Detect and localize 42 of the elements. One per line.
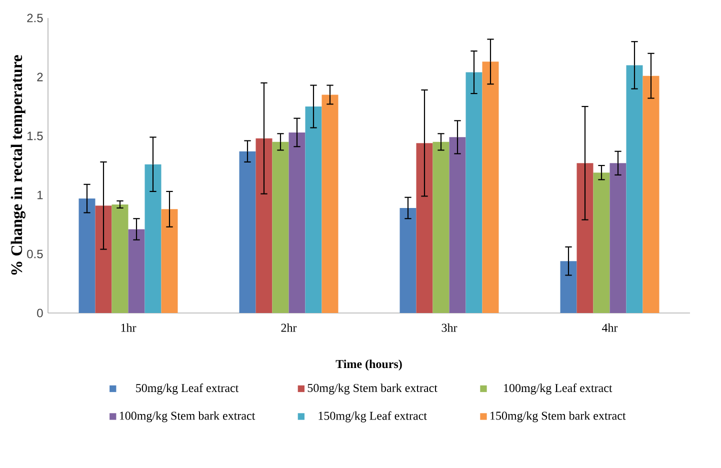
bar [322, 94, 338, 313]
legend-label: 100mg/kg Leaf extract [504, 384, 612, 395]
bar [576, 163, 594, 313]
y-tick-label: 2 [37, 72, 43, 82]
bar [626, 65, 643, 313]
x-axis-title: Time (hours) [336, 360, 402, 371]
bar [78, 198, 96, 313]
bar [482, 62, 499, 313]
legend-label: 150mg/kg Stem bark extract [490, 411, 626, 422]
x-tick-label: 4hr [602, 323, 618, 332]
bar [144, 164, 162, 313]
bar [432, 142, 450, 313]
y-axis-title: % Change in rectal temperature [10, 55, 26, 275]
bar [128, 229, 145, 313]
bar [449, 137, 466, 313]
y-tick-label: 2.5 [27, 14, 43, 22]
bar [256, 138, 272, 313]
bar [288, 132, 306, 313]
y-tick-label: 0.5 [27, 250, 43, 258]
bar [642, 76, 660, 313]
bar [239, 151, 256, 313]
y-tick-label: 1 [38, 190, 43, 200]
bar [95, 206, 112, 313]
y-tick-label: 0 [37, 308, 43, 318]
bar [416, 143, 433, 313]
y-tick-label: 1.5 [28, 132, 43, 140]
bar [112, 204, 128, 313]
x-tick-label: 2hr [281, 323, 297, 332]
legend-label: 150mg/kg Leaf extract [318, 411, 427, 422]
bar [560, 261, 577, 313]
bar [305, 106, 322, 313]
bar [610, 163, 626, 313]
bar [400, 208, 416, 313]
x-tick-label: 1hr [121, 323, 136, 332]
bar [272, 142, 289, 313]
legend-label: 50mg/kg Stem bark extract [308, 384, 438, 394]
bar [593, 172, 610, 313]
bar [466, 72, 482, 313]
x-tick-label: 3hr [442, 323, 458, 332]
bar [161, 209, 178, 313]
legend-label: 50mg/kg Leaf extract [136, 384, 239, 395]
legend-label: 100mg/kg Stem bark extract [120, 411, 256, 422]
